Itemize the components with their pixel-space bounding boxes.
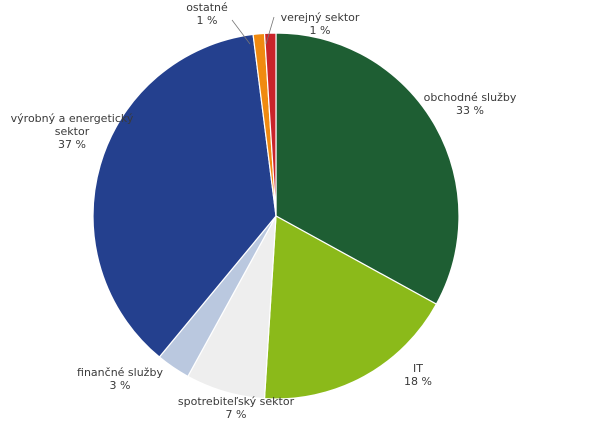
slice-label-financne-sluzby: finančné služby 3 %: [77, 366, 163, 392]
leader-lines: [231, 16, 275, 45]
slice-label-it: IT 18 %: [404, 362, 432, 388]
pie-slice-it: [263, 215, 438, 400]
slice-value-label: 37 %: [58, 138, 86, 151]
slice-value-label: 18 %: [404, 375, 432, 388]
slice-value-label: 1 %: [197, 14, 218, 27]
pie-slices: [92, 32, 460, 400]
slice-name-label: spotrebiteľský sektor: [178, 395, 295, 408]
slice-value-label: 3 %: [110, 379, 131, 392]
slice-name-label: verejný sektor: [281, 11, 360, 24]
pie-slice-vyrobny-a-energeticky-sektor: [92, 33, 277, 358]
slice-label-obchodne-sluzby: obchodné služby 33 %: [424, 91, 517, 117]
leader-line-verejny-sektor: [265, 16, 275, 45]
slice-label-vyrobny-a-energeticky-sektor: výrobný a energetický sektor 37 %: [11, 112, 134, 151]
slice-label-ostatne: ostatné 1 %: [186, 1, 228, 27]
slice-label-spotrebitelsky-sektor: spotrebiteľský sektor 7 %: [178, 395, 295, 421]
slice-name-label: ostatné: [186, 1, 228, 14]
pie-slice-obchodne-sluzby: [275, 32, 460, 305]
slice-label-verejny-sektor: verejný sektor 1 %: [281, 11, 360, 37]
slice-name-label: obchodné služby: [424, 91, 517, 104]
leader-line-ostatne: [231, 19, 251, 45]
slice-labels: obchodné služby 33 % IT 18 % spotrebiteľský …: [11, 1, 517, 421]
slice-value-label: 33 %: [456, 104, 484, 117]
slice-name-label: IT: [413, 362, 423, 375]
slice-name-label: finančné služby: [77, 366, 163, 379]
slice-value-label: 1 %: [310, 24, 331, 37]
pie-slice-verejny-sektor: [263, 32, 277, 217]
slice-value-label: 7 %: [226, 408, 247, 421]
slice-name-label: výrobný a energetický: [11, 112, 134, 125]
slice-name-label: sektor: [55, 125, 90, 138]
